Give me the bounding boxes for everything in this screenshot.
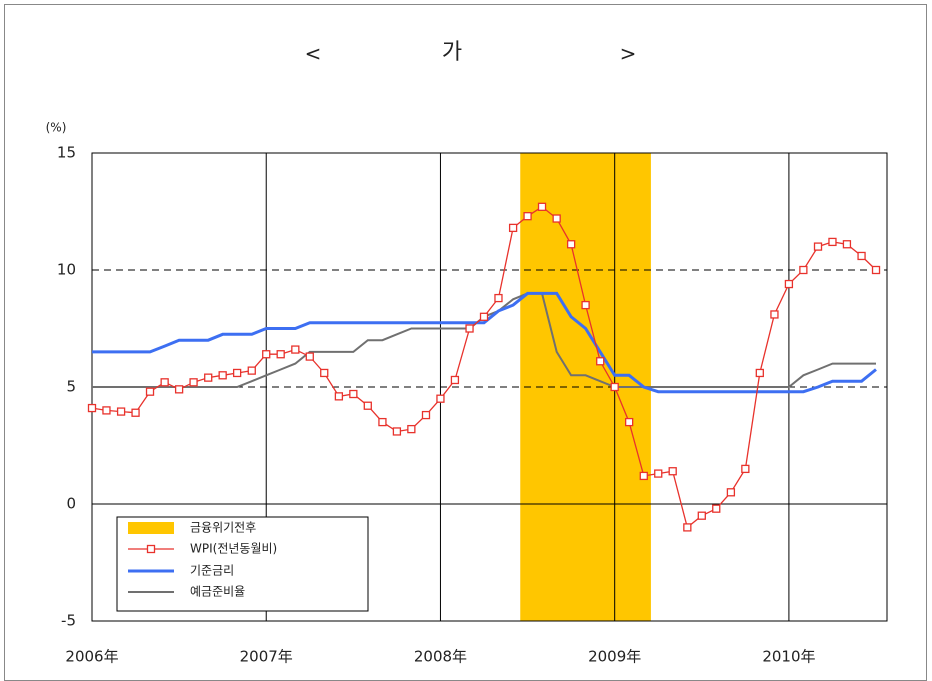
marker [218,371,227,380]
marker [842,240,852,249]
marker [508,223,518,233]
marker [131,408,140,417]
marker [639,471,648,481]
y-tick-label: 15 [57,144,76,162]
series-line [92,291,877,394]
marker [232,368,242,378]
marker [102,406,111,415]
marker [755,368,764,378]
marker [596,357,605,366]
marker [421,410,431,420]
marker [204,373,213,382]
legend-swatch [128,522,174,534]
legend-label: 금융위기전후 [190,521,256,535]
y-tick-label: 0 [66,495,76,513]
legend-label: 예금준비율 [190,585,245,599]
marker [247,366,256,375]
marker [799,265,808,275]
title-bracket: < [305,42,322,66]
marker [654,469,663,478]
marker [116,407,126,416]
marker [392,427,402,436]
x-tick-label: 2007年 [240,648,293,666]
x-tick-label: 2006年 [65,648,118,666]
marker [407,424,416,434]
marker [87,403,97,413]
marker [363,401,372,410]
marker [378,417,387,427]
chart-title: 가 [442,40,462,65]
marker [566,240,576,249]
marker [305,352,314,361]
y-axis-label: (%) [46,121,67,135]
series-line [91,205,877,529]
marker [624,417,634,427]
marker [320,368,329,378]
title-bracket: > [620,42,637,66]
y-tick-label: 5 [66,378,76,396]
marker [291,345,300,354]
marker [174,385,184,394]
legend-marker [146,544,156,554]
x-tick-label: 2008年 [414,648,467,666]
marker [668,467,677,476]
marker [871,265,881,275]
marker [479,312,489,321]
marker [552,214,561,223]
marker [610,382,619,392]
x-tick-label: 2009年 [588,648,641,666]
marker [262,350,271,359]
legend-label: WPI(전년동월비) [190,542,277,556]
marker [828,237,837,247]
marker [726,488,736,497]
marker [813,242,823,251]
y-tick-label: -5 [61,612,76,630]
marker [857,251,866,261]
x-tick-label: 2010年 [762,648,815,666]
marker [494,293,503,303]
marker [189,378,198,387]
marker [741,464,750,474]
marker [712,504,721,513]
marker [276,350,285,359]
marker [537,202,547,211]
marker [145,387,155,396]
marker [349,389,358,399]
marker [436,394,445,403]
marker [697,511,706,520]
marker [523,212,532,221]
marker [160,378,169,387]
marker [581,300,590,310]
marker [450,375,460,385]
marker [784,279,794,289]
legend-label: 기준금리 [190,564,234,578]
marker [770,310,779,319]
marker [683,523,692,532]
marker [334,392,344,401]
y-tick-label: 10 [57,261,76,279]
marker [465,324,474,333]
